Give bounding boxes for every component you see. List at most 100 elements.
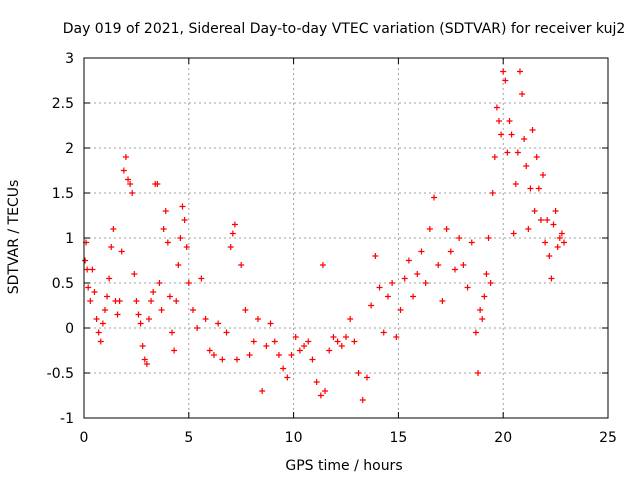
y-tick-label: 1 (65, 231, 74, 247)
y-axis-label: SDTVAR / TECUs (6, 180, 22, 295)
data-point (280, 365, 287, 372)
data-points (82, 68, 567, 403)
data-point (456, 235, 463, 241)
data-point (554, 244, 561, 250)
data-point (267, 320, 274, 327)
data-point (560, 239, 567, 246)
data-point (544, 217, 551, 223)
data-point (101, 307, 108, 313)
data-point (481, 293, 488, 300)
grid-lines (84, 58, 608, 418)
data-point (135, 311, 142, 318)
data-point (114, 311, 121, 318)
data-point (479, 316, 486, 322)
data-point (330, 334, 337, 340)
data-point (275, 352, 282, 358)
data-point (384, 293, 391, 300)
data-point (410, 293, 417, 300)
x-tick-label: 10 (285, 430, 303, 446)
data-point (148, 298, 155, 304)
data-point (154, 181, 161, 187)
data-point (496, 118, 503, 124)
data-point (552, 208, 559, 214)
data-point (173, 298, 180, 304)
data-point (292, 334, 299, 340)
data-point (104, 293, 111, 300)
data-point (418, 248, 425, 255)
data-point (242, 307, 249, 313)
axis-ticks: 0 5 10 15 20 25 -1 -0.5 0 0.5 1 1.5 2 2.5 3 (47, 51, 617, 446)
data-point (206, 347, 213, 354)
data-point (531, 208, 538, 214)
data-point (131, 271, 138, 277)
data-point (198, 275, 205, 282)
data-point (439, 298, 446, 304)
data-point (537, 217, 544, 223)
data-point (426, 226, 433, 232)
data-point (542, 239, 549, 246)
data-point (393, 334, 400, 340)
data-point (508, 131, 515, 138)
data-point (525, 226, 532, 232)
data-point (506, 118, 513, 124)
data-point (219, 356, 226, 363)
data-point (519, 91, 526, 97)
data-point (97, 338, 104, 345)
data-point (120, 167, 127, 174)
data-point (179, 203, 186, 210)
data-point (189, 307, 196, 313)
data-point (305, 338, 312, 345)
data-point (493, 104, 500, 111)
data-point (194, 325, 201, 331)
data-point (116, 298, 123, 304)
chart-title: Day 019 of 2021, Sidereal Day-to-day VTE… (63, 21, 626, 37)
data-point (540, 172, 547, 178)
data-point (447, 248, 454, 255)
data-point (491, 154, 498, 160)
data-point (401, 275, 408, 282)
data-point (162, 208, 169, 214)
data-point (259, 388, 266, 394)
data-point (514, 149, 521, 156)
data-point (414, 271, 421, 277)
data-point (250, 338, 257, 345)
data-point (215, 320, 222, 327)
data-point (422, 280, 429, 286)
data-point (451, 266, 458, 273)
data-point (309, 356, 316, 363)
data-point (301, 343, 308, 349)
data-point (389, 280, 396, 286)
data-point (82, 257, 89, 264)
data-point (238, 262, 245, 268)
data-point (84, 266, 91, 273)
data-point (535, 185, 542, 192)
data-point (558, 230, 565, 237)
data-point (487, 280, 494, 286)
data-point (223, 329, 230, 336)
data-point (502, 77, 509, 84)
data-point (533, 154, 540, 160)
data-point (359, 397, 366, 403)
data-point (500, 68, 507, 75)
data-point (271, 338, 278, 345)
data-point (512, 181, 519, 187)
data-point (127, 181, 134, 187)
data-point (234, 356, 241, 363)
data-point (91, 289, 98, 295)
y-tick-label: 0 (65, 321, 74, 337)
data-point (523, 163, 530, 169)
data-point (355, 370, 362, 376)
data-point (527, 185, 534, 192)
data-point (160, 226, 167, 232)
data-point (231, 221, 238, 228)
data-point (464, 284, 471, 291)
data-point (443, 226, 450, 232)
data-point (521, 136, 528, 142)
data-point (166, 293, 173, 300)
x-tick-label: 5 (184, 430, 193, 446)
data-point (376, 284, 383, 291)
y-tick-label: -0.5 (47, 366, 74, 382)
data-point (263, 343, 270, 349)
